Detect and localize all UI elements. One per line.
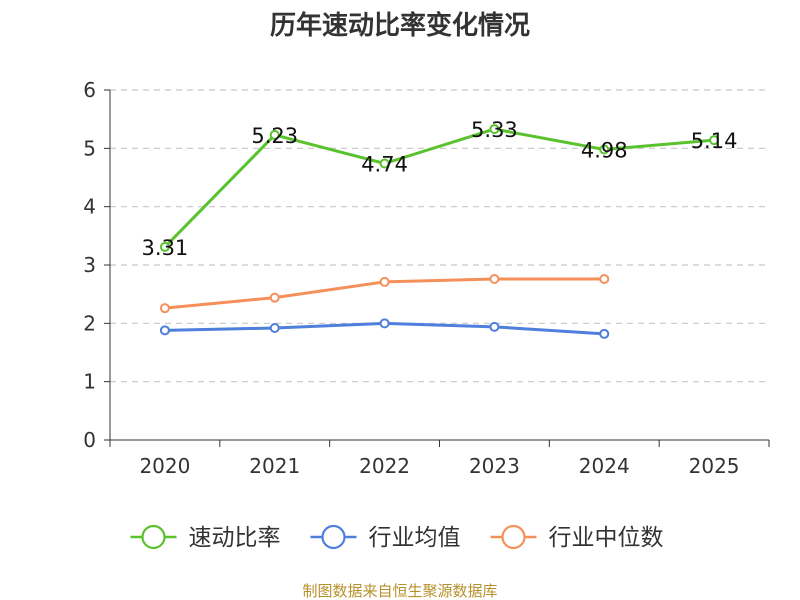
y-tick-label: 2 [83, 311, 96, 335]
data-label: 3.31 [142, 236, 189, 260]
data-label: 5.23 [251, 124, 298, 148]
data-point[interactable] [489, 124, 500, 135]
y-tick-label: 3 [83, 253, 96, 277]
series-line [163, 127, 715, 248]
y-tick-label: 6 [83, 78, 96, 102]
data-label: 5.33 [471, 118, 518, 142]
source-note: 制图数据来自恒生聚源数据库 [302, 582, 497, 600]
series-lines [159, 124, 720, 339]
y-tick-label: 4 [83, 195, 96, 219]
data-label: 5.14 [691, 129, 738, 153]
y-tick-label: 5 [83, 136, 96, 160]
x-tick-label: 2024 [579, 454, 630, 478]
x-tick-label: 2023 [469, 454, 520, 478]
data-point[interactable] [269, 129, 280, 140]
data-label: 4.98 [581, 139, 628, 163]
data-point[interactable] [599, 274, 610, 284]
x-tick-label: 2022 [359, 454, 410, 478]
legend-label: 行业均值 [369, 525, 461, 551]
data-point[interactable] [269, 292, 280, 303]
legend-item[interactable]: 行业中位数 [490, 524, 664, 551]
x-tick-label: 2020 [139, 454, 190, 478]
data-labels: 3.31 5.23 4.74 5.33 4.98 5.14 [142, 118, 738, 260]
legend-marker [321, 524, 346, 550]
data-point[interactable] [159, 241, 170, 252]
data-point[interactable] [709, 135, 720, 146]
legend-label: 行业中位数 [549, 525, 664, 551]
x-tick-label: 2025 [689, 454, 740, 478]
legend[interactable]: 速动比率 行业均值 行业中位数 [130, 524, 664, 551]
grid-lines [110, 89, 769, 383]
data-point[interactable] [379, 158, 390, 169]
data-point[interactable] [379, 318, 390, 329]
data-point[interactable] [269, 323, 280, 333]
data-point[interactable] [159, 325, 170, 336]
y-tick-label: 1 [83, 370, 96, 394]
axes: 0 1 2 3 4 5 6 2020 2021 2022 2023 2024 2025 [83, 78, 770, 478]
data-point[interactable] [599, 144, 610, 155]
data-point[interactable] [379, 276, 390, 287]
legend-item[interactable]: 速动比率 [130, 524, 281, 551]
legend-marker [141, 524, 166, 550]
legend-item[interactable]: 行业均值 [310, 524, 461, 551]
legend-label: 速动比率 [189, 525, 281, 551]
y-tick-label: 0 [83, 428, 96, 452]
data-label: 4.74 [361, 153, 408, 177]
data-point[interactable] [159, 303, 170, 314]
data-point[interactable] [489, 321, 500, 332]
chart-title: 历年速动比率变化情况 [270, 10, 530, 41]
data-point[interactable] [599, 328, 610, 339]
data-point[interactable] [489, 274, 500, 284]
legend-marker [501, 524, 526, 550]
x-tick-label: 2021 [249, 454, 300, 478]
